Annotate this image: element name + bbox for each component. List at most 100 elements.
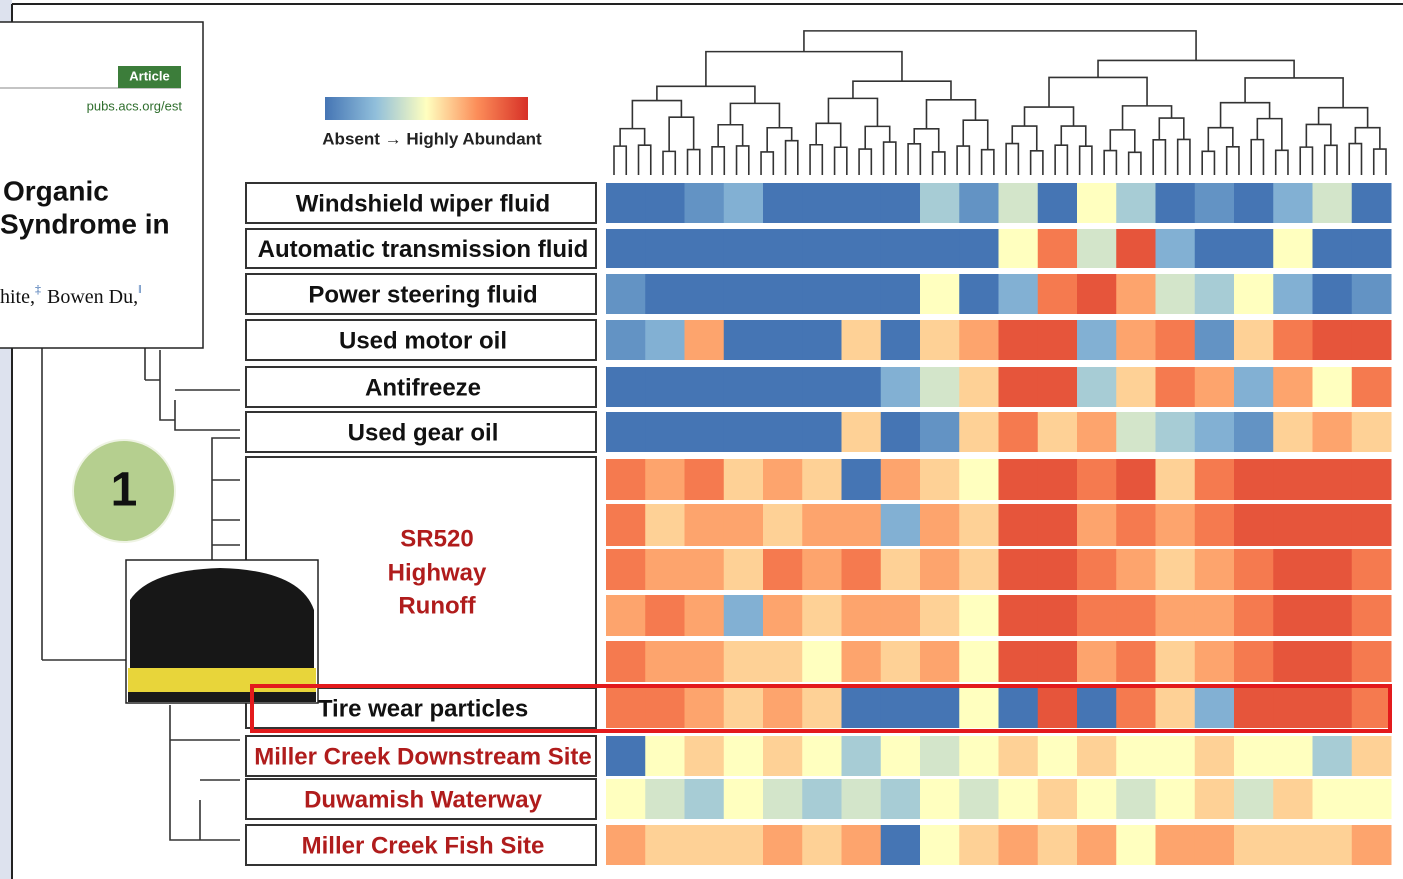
- dendrogram-link: [1178, 139, 1190, 175]
- heat-cell: [1038, 367, 1078, 407]
- group-label: SR520: [400, 525, 473, 552]
- heat-cell: [1234, 274, 1274, 314]
- heat-cell: [1273, 825, 1313, 865]
- dendrogram-link: [1031, 151, 1043, 175]
- heat-cell: [881, 595, 921, 636]
- group-label: Highway: [388, 559, 487, 586]
- heat-cell: [1352, 183, 1392, 223]
- heat-cell: [1234, 736, 1274, 776]
- heat-cell: [920, 183, 960, 223]
- heat-cell: [724, 549, 764, 590]
- heat-cell: [881, 549, 921, 590]
- heat-cell: [842, 183, 882, 223]
- row-label: Miller Creek Downstream Site: [254, 743, 591, 770]
- heat-cell: [802, 688, 842, 728]
- heat-cell: [1077, 367, 1117, 407]
- heat-cell: [920, 459, 960, 500]
- heat-cell: [1234, 688, 1274, 728]
- heat-cell: [842, 504, 882, 546]
- heat-cell: [606, 549, 646, 590]
- heat-cell: [1273, 274, 1313, 314]
- row-label: Automatic transmission fluid: [258, 236, 589, 263]
- heat-cell: [724, 595, 764, 636]
- heat-cell: [1273, 229, 1313, 268]
- dendrogram-link: [1325, 145, 1337, 175]
- heat-cell: [645, 183, 685, 223]
- heat-cell: [763, 459, 803, 500]
- row-label: Miller Creek Fish Site: [302, 832, 545, 859]
- heat-cell: [1234, 367, 1274, 407]
- heat-cell: [999, 736, 1039, 776]
- heat-cell: [802, 367, 842, 407]
- url: pubs.acs.org/est: [87, 98, 183, 113]
- dendrogram-link: [865, 126, 890, 149]
- heat-cell: [724, 183, 764, 223]
- heat-cell: [1352, 459, 1392, 500]
- heat-cell: [1352, 320, 1392, 360]
- heat-cell: [1116, 229, 1156, 268]
- heat-cell: [1156, 229, 1196, 268]
- heat-cell: [802, 736, 842, 776]
- heat-cell: [802, 320, 842, 360]
- heat-cell: [606, 688, 646, 728]
- heat-cell: [1195, 549, 1235, 590]
- author: Bowen Du,: [47, 286, 138, 308]
- heat-cell: [724, 504, 764, 546]
- heat-cell: [802, 504, 842, 546]
- heat-cell: [1352, 412, 1392, 452]
- heat-cell: [1195, 412, 1235, 452]
- dendrogram-link: [1104, 151, 1116, 175]
- heat-cell: [1195, 688, 1235, 728]
- heat-cell: [881, 274, 921, 314]
- dendrogram-link: [1159, 118, 1184, 140]
- heat-cell: [1116, 459, 1156, 500]
- dendrogram-link: [761, 152, 773, 175]
- heat-cell: [1156, 549, 1196, 590]
- heat-cell: [959, 688, 999, 728]
- row-label: Power steering fluid: [308, 281, 537, 308]
- heat-cell: [724, 641, 764, 682]
- row-label: Used motor oil: [339, 327, 507, 354]
- heat-cell: [920, 412, 960, 452]
- heat-cell: [1116, 736, 1156, 776]
- slide: Article pubs.acs.org/est Organic Syndrom…: [0, 0, 1403, 879]
- row-label: Windshield wiper fluid: [296, 190, 550, 217]
- heat-cell: [999, 183, 1039, 223]
- heat-cell: [920, 274, 960, 314]
- heat-cell: [802, 549, 842, 590]
- heat-cell: [1156, 688, 1196, 728]
- heat-cell: [645, 274, 685, 314]
- heat-cell: [724, 367, 764, 407]
- heat-cell: [999, 412, 1039, 452]
- dendrogram-link: [1110, 130, 1135, 152]
- dendrogram-link: [1049, 77, 1147, 107]
- heat-cell: [1116, 504, 1156, 546]
- heat-cell: [881, 183, 921, 223]
- heat-cell: [1313, 367, 1353, 407]
- heat-cell: [1038, 183, 1078, 223]
- heat-cell: [881, 688, 921, 728]
- heat-cell: [1313, 229, 1353, 268]
- heat-cell: [1038, 736, 1078, 776]
- heat-cell: [1077, 641, 1117, 682]
- heat-cell: [1195, 504, 1235, 546]
- group-label: Runoff: [398, 592, 476, 619]
- heat-cell: [1077, 595, 1117, 636]
- dendrogram-link: [835, 147, 847, 175]
- heat-cell: [685, 549, 725, 590]
- heat-cell: [1234, 825, 1274, 865]
- heat-cell: [685, 459, 725, 500]
- heat-cell: [959, 779, 999, 819]
- heat-cell: [645, 641, 685, 682]
- heat-cell: [1195, 183, 1235, 223]
- heat-cell: [1156, 320, 1196, 360]
- heat-cell: [842, 779, 882, 819]
- heat-cell: [802, 274, 842, 314]
- dendrogram-link: [737, 146, 749, 175]
- dendrogram-link: [1208, 128, 1233, 152]
- heat-cell: [999, 688, 1039, 728]
- heat-cell: [685, 183, 725, 223]
- heat-cell: [802, 459, 842, 500]
- heat-cell: [724, 229, 764, 268]
- heat-cell: [1116, 183, 1156, 223]
